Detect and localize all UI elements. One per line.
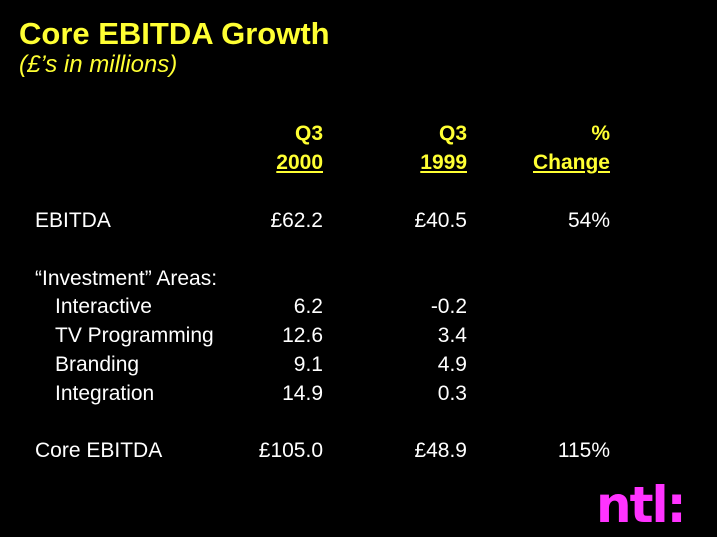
row-label-tv-programming: TV Programming	[55, 324, 214, 347]
col-header-q3-1999-line1: Q3	[438, 122, 467, 145]
cell-ebitda-change: 54%	[567, 209, 610, 232]
row-label-ebitda: EBITDA	[35, 209, 111, 232]
cell-branding-2000: 9.1	[293, 353, 323, 376]
col-header-change-line1: %	[591, 122, 610, 145]
row-label-core-ebitda: Core EBITDA	[35, 439, 163, 462]
section-label-investment-areas: “Investment” Areas:	[35, 267, 218, 290]
row-label-interactive: Interactive	[55, 295, 152, 318]
col-header-q3-2000-line2: 2000	[276, 151, 323, 174]
page-subtitle: (£’s in millions)	[19, 51, 178, 78]
cell-integration-2000: 14.9	[282, 382, 323, 405]
col-header-q3-2000-line1: Q3	[294, 122, 323, 145]
cell-ebitda-1999: £40.5	[414, 209, 467, 232]
cell-integration-1999: 0.3	[437, 382, 467, 405]
cell-tv-2000: 12.6	[282, 324, 323, 347]
cell-ebitda-2000: £62.2	[270, 209, 323, 232]
cell-core-2000: £105.0	[258, 439, 323, 462]
col-header-change-line2: Change	[532, 151, 610, 174]
cell-core-1999: £48.9	[414, 439, 467, 462]
cell-tv-1999: 3.4	[437, 324, 467, 347]
cell-core-change: 115%	[557, 439, 610, 462]
row-label-branding: Branding	[55, 353, 140, 376]
col-header-q3-1999-line2: 1999	[420, 151, 467, 174]
cell-branding-1999: 4.9	[437, 353, 467, 376]
row-label-integration: Integration	[55, 382, 155, 405]
page-title: Core EBITDA Growth	[19, 16, 330, 51]
cell-interactive-2000: 6.2	[293, 295, 323, 318]
cell-interactive-1999: -0.2	[430, 295, 467, 318]
ntl-logo: ntl:	[596, 476, 687, 534]
